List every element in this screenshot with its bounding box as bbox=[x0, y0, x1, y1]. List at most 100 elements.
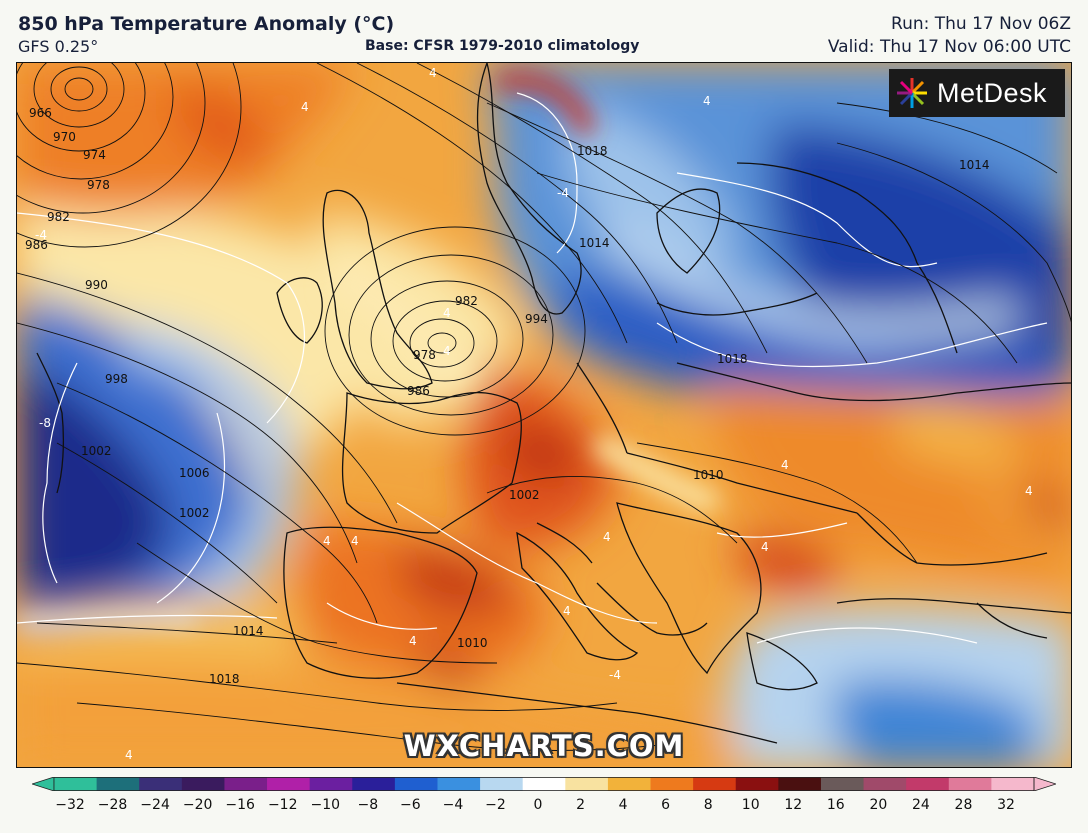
isobar-label: 1014 bbox=[579, 236, 610, 250]
anomaly-label: -4 bbox=[557, 186, 569, 200]
anomaly-label: 4 bbox=[351, 534, 359, 548]
colorbar-segment bbox=[139, 777, 183, 791]
colorbar-tick-label: −12 bbox=[267, 797, 298, 813]
anomaly-label: 4 bbox=[603, 530, 611, 544]
isobar-label: 978 bbox=[413, 348, 436, 362]
colorbar-tick-label: 20 bbox=[869, 797, 888, 813]
isobar-lines bbox=[17, 63, 1071, 751]
isobar-label: 986 bbox=[25, 238, 48, 252]
colorbar-tick-label: −20 bbox=[182, 797, 213, 813]
isobar-label: 966 bbox=[29, 106, 52, 120]
isobar-label: 1010 bbox=[693, 468, 724, 482]
anomaly-label: 4 bbox=[563, 604, 571, 618]
colorbar-tick-label: 2 bbox=[576, 797, 585, 813]
colorbar-segment bbox=[181, 777, 225, 791]
anomaly-label: 4 bbox=[761, 540, 769, 554]
colorbar-segment bbox=[607, 777, 652, 791]
colorbar-segment bbox=[480, 777, 524, 791]
colorbar-tick-label: −6 bbox=[400, 797, 421, 813]
anomaly-label: 4 bbox=[429, 66, 437, 80]
colorbar-segment bbox=[863, 777, 907, 791]
anomaly-label: -4 bbox=[609, 668, 621, 682]
colorbar-segment bbox=[693, 777, 737, 791]
colorbar bbox=[32, 777, 1056, 791]
anomaly-labels: 4 4 4 -4 -4 -8 4 4 4 4 4 4 4 4 4 4 -4 4 bbox=[35, 66, 1033, 762]
isobar-label: 1018 bbox=[717, 352, 748, 366]
metdesk-logo: MetDesk bbox=[889, 69, 1065, 117]
colorbar-segment bbox=[948, 777, 992, 791]
colorbar-tick-label: −8 bbox=[357, 797, 379, 813]
colorbar-tick-label: 10 bbox=[741, 797, 760, 813]
metdesk-flower-icon bbox=[897, 78, 927, 108]
wxcharts-watermark: WXCHARTS.COM bbox=[403, 729, 685, 763]
isobar-label: 990 bbox=[85, 278, 108, 292]
isobar-label: 1014 bbox=[233, 624, 264, 638]
isobar-label: 1010 bbox=[457, 636, 488, 650]
isobar-label: 982 bbox=[455, 294, 478, 308]
colorbar-segment bbox=[991, 777, 1035, 791]
anomaly-label: 4 bbox=[443, 344, 451, 358]
colorbar-min-arrow bbox=[32, 777, 55, 791]
colorbar-segment bbox=[394, 777, 438, 791]
isobar-label: 1018 bbox=[209, 672, 240, 686]
anomaly-label: -8 bbox=[39, 416, 51, 430]
colorbar-segment bbox=[820, 777, 865, 791]
colorbar-tick-label: 16 bbox=[826, 797, 845, 813]
colorbar-segment bbox=[522, 777, 566, 791]
colorbar-tick-label: −16 bbox=[225, 797, 255, 813]
colorbar-tick-label: −32 bbox=[55, 797, 85, 813]
colorbar-tick-label: −10 bbox=[310, 797, 341, 813]
anomaly-field-detail bbox=[17, 71, 720, 628]
colorbar-tick-label: 8 bbox=[703, 797, 713, 813]
colorbar-segment bbox=[54, 777, 98, 791]
anomaly-label: 4 bbox=[301, 100, 309, 114]
model-label: GFS 0.25° bbox=[18, 37, 99, 56]
colorbar-tick-label: 12 bbox=[784, 797, 803, 813]
anomaly-label: 4 bbox=[125, 748, 133, 762]
colorbar-tick-label: 28 bbox=[954, 797, 973, 813]
colorbar-segment bbox=[778, 777, 822, 791]
map-canvas: 966 970 974 978 982 986 990 998 1002 100… bbox=[17, 63, 1071, 767]
colorbar-tick-label: 6 bbox=[661, 797, 671, 813]
isobar-label: 1006 bbox=[179, 466, 210, 480]
colorbar-tick-label: −4 bbox=[442, 797, 464, 813]
metdesk-logo-text: MetDesk bbox=[937, 77, 1048, 108]
isobar-label: 1018 bbox=[577, 144, 608, 158]
colorbar-segment bbox=[309, 777, 353, 791]
colorbar-tick-label: 4 bbox=[618, 797, 628, 813]
colorbar-segment bbox=[650, 777, 694, 791]
isobar-label: 1014 bbox=[959, 158, 990, 172]
isobar-label: 974 bbox=[83, 148, 106, 162]
isobar-label: 1002 bbox=[179, 506, 210, 520]
run-label: Run: Thu 17 Nov 06Z bbox=[891, 14, 1071, 34]
anomaly-label: 4 bbox=[443, 306, 451, 320]
colorbar-tick-label: 24 bbox=[911, 797, 930, 813]
valid-time-label: Valid: Thu 17 Nov 06:00 UTC bbox=[827, 37, 1071, 57]
isobar-label: 978 bbox=[87, 178, 110, 192]
anomaly-contours bbox=[17, 92, 1048, 644]
isobar-label: 982 bbox=[47, 210, 70, 224]
isobar-label: 998 bbox=[105, 372, 128, 386]
colorbar-ticks: −32 −28 −24 −20 −16 −12 −10 −8 −6 −4 −2 0 2 4 6 8 10 12 16… bbox=[0, 797, 1088, 819]
isobar-label: 1002 bbox=[81, 444, 112, 458]
colorbar-segment bbox=[352, 777, 396, 791]
colorbar-tick-label: −28 bbox=[97, 797, 128, 813]
anomaly-label: 4 bbox=[781, 458, 789, 472]
anomaly-label: 4 bbox=[703, 94, 711, 108]
colorbar-segment bbox=[267, 777, 311, 791]
isobar-label: 1002 bbox=[509, 488, 540, 502]
isobar-labels: 966 970 974 978 982 986 990 998 1002 100… bbox=[25, 106, 990, 686]
colorbar-max-arrow bbox=[1033, 777, 1056, 791]
colorbar-frame bbox=[53, 777, 1035, 791]
colorbar-segment bbox=[224, 777, 268, 791]
climatology-base-label: Base: CFSR 1979-2010 climatology bbox=[365, 38, 640, 54]
colorbar-segment bbox=[565, 777, 609, 791]
isobar-label: 994 bbox=[525, 312, 548, 326]
anomaly-label: -4 bbox=[35, 228, 47, 242]
colorbar-tick-label: −24 bbox=[140, 797, 170, 813]
colorbar-tick-label: 32 bbox=[997, 797, 1015, 813]
colorbar-segment bbox=[437, 777, 481, 791]
anomaly-label: 4 bbox=[323, 534, 331, 548]
isobar-label: 986 bbox=[407, 384, 430, 398]
anomaly-label: 4 bbox=[409, 634, 417, 648]
